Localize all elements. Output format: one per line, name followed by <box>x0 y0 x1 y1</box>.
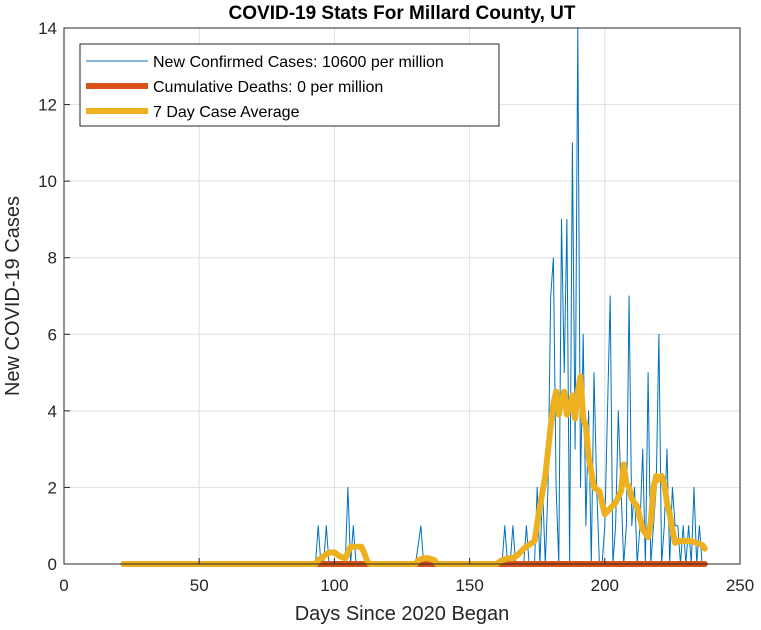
x-tick-label: 0 <box>59 576 68 595</box>
plot-area-frame <box>63 27 741 565</box>
y-tick-label: 0 <box>48 555 57 574</box>
ticks: 0 50 100 150 200 250 0 2 4 6 8 10 12 14 <box>38 19 754 595</box>
y-tick-label: 14 <box>38 19 57 38</box>
legend-box <box>79 43 500 127</box>
y-tick-label: 10 <box>38 172 57 191</box>
y-tick-label: 2 <box>48 478 57 497</box>
y-tick-label: 12 <box>38 96 57 115</box>
x-tick-label: 200 <box>591 576 619 595</box>
x-axis-label: Days Since 2020 Began <box>295 603 510 625</box>
x-tick-label: 150 <box>455 576 483 595</box>
y-tick-label: 4 <box>48 402 57 421</box>
series-line-3 <box>120 373 708 567</box>
legend-entry-1: New Confirmed Cases: 10600 per million <box>153 54 444 71</box>
y-tick-label: 8 <box>48 249 57 268</box>
x-tick-label: 50 <box>190 576 209 595</box>
x-tick-label: 100 <box>320 576 348 595</box>
y-axis-label: New COVID-19 Cases <box>2 196 24 396</box>
y-tick-label: 6 <box>48 325 57 344</box>
chart-title: COVID-19 Stats For Millard County, UT <box>229 3 576 24</box>
x-tick-label: 250 <box>726 576 754 595</box>
legend-entry-3: 7 Day Case Average <box>153 104 300 121</box>
legend: New Confirmed Cases: 10600 per million Cu… <box>79 43 500 127</box>
legend-entry-2: Cumulative Deaths: 0 per million <box>153 79 383 96</box>
